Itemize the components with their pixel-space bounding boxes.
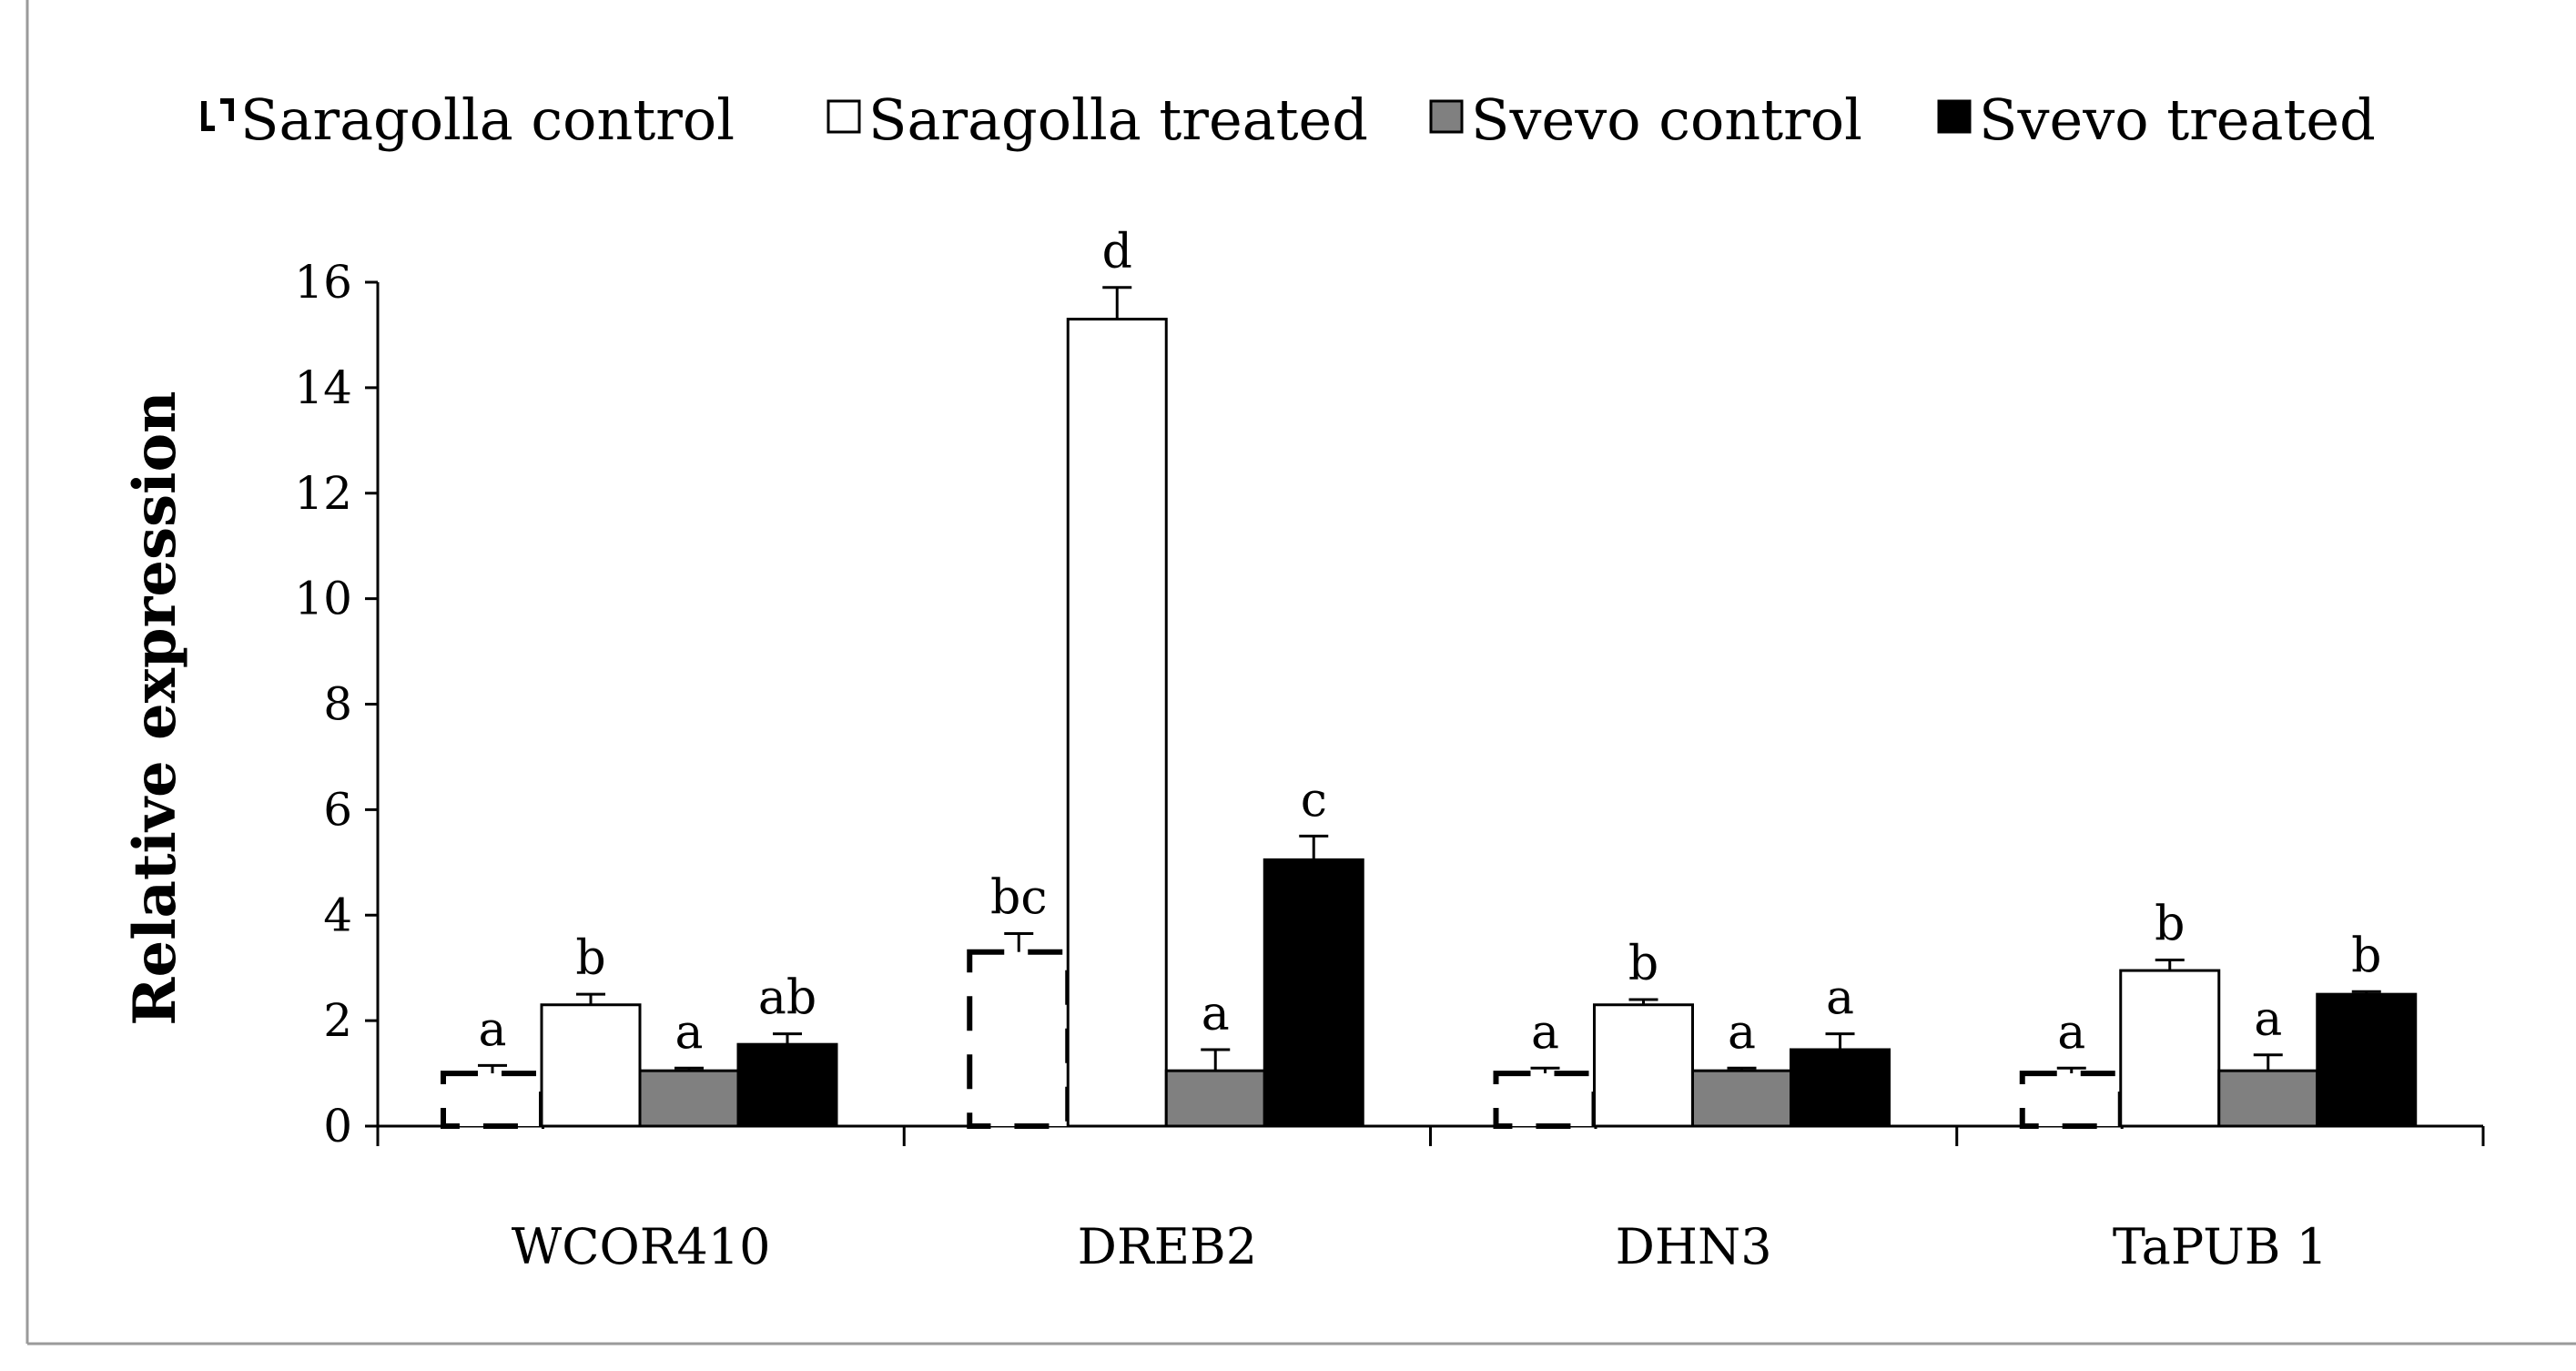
y-axis-label: Relative expression bbox=[121, 391, 189, 1025]
significance-letter: a bbox=[674, 1005, 703, 1060]
bar bbox=[540, 1003, 642, 1128]
y-tick-label: 10 bbox=[294, 573, 352, 625]
significance-letter: a bbox=[478, 1002, 506, 1057]
bar bbox=[1691, 1069, 1792, 1128]
y-tick-label: 4 bbox=[323, 889, 352, 941]
bar bbox=[638, 1069, 740, 1128]
significance-letter: a bbox=[1728, 1005, 1756, 1060]
legend-label: Saragolla control bbox=[240, 86, 735, 153]
bar bbox=[441, 1071, 544, 1129]
significance-letter: a bbox=[2254, 992, 2282, 1047]
bar bbox=[1593, 1003, 1694, 1128]
y-tick-label: 14 bbox=[294, 361, 352, 414]
significance-letter: a bbox=[1826, 971, 1854, 1026]
legend-swatch bbox=[1429, 99, 1464, 134]
significance-letter: b bbox=[575, 931, 605, 986]
bar bbox=[967, 949, 1071, 1130]
significance-letter: a bbox=[1202, 987, 1230, 1041]
bar bbox=[2119, 969, 2221, 1128]
x-category-label: DREB2 bbox=[1078, 1218, 1257, 1275]
y-tick-label: 2 bbox=[323, 994, 352, 1047]
bar bbox=[1493, 1071, 1597, 1129]
legend-label: Svevo control bbox=[1471, 86, 1862, 153]
x-category-label: TaPUB 1 bbox=[2113, 1218, 2328, 1275]
bar bbox=[1263, 858, 1364, 1128]
x-axis: WCOR410 DREB2 DHN3 TaPUB 1 bbox=[376, 1124, 2485, 1275]
bar bbox=[2217, 1069, 2319, 1128]
significance-letter: b bbox=[2351, 929, 2381, 983]
bar bbox=[2316, 992, 2418, 1128]
significance-letter: b bbox=[1628, 937, 1658, 991]
significance-letter: d bbox=[1102, 225, 1132, 279]
bar bbox=[2019, 1071, 2124, 1129]
legend-label: Saragolla treated bbox=[868, 86, 1368, 153]
x-category-label: WCOR410 bbox=[512, 1218, 771, 1275]
significance-letter: a bbox=[2057, 1005, 2085, 1060]
bar bbox=[1790, 1048, 1891, 1128]
bar bbox=[736, 1042, 838, 1128]
legend-swatch bbox=[220, 98, 234, 121]
y-tick-label: 16 bbox=[294, 256, 352, 309]
legend-label: Svevo treated bbox=[1979, 86, 2376, 153]
significance-letter: c bbox=[1301, 773, 1327, 828]
significance-letter: a bbox=[1531, 1005, 1559, 1060]
bar bbox=[1164, 1069, 1266, 1128]
y-tick-label: 6 bbox=[323, 783, 352, 836]
y-tick-label: 8 bbox=[323, 678, 352, 731]
legend-swatch bbox=[201, 101, 215, 131]
significance-letter: b bbox=[2155, 897, 2185, 951]
y-tick-label: 12 bbox=[294, 467, 352, 520]
legend: Saragolla control Saragolla treated Svevo … bbox=[201, 86, 2376, 153]
y-axis: 0 2 4 6 8 10 12 14 16 bbox=[294, 256, 380, 1153]
x-category-label: DHN3 bbox=[1616, 1218, 1772, 1275]
legend-swatch bbox=[827, 99, 861, 134]
significance-letter: ab bbox=[758, 971, 816, 1026]
significance-letter: bc bbox=[990, 871, 1047, 926]
legend-swatch bbox=[1937, 99, 1972, 134]
y-tick-label: 0 bbox=[323, 1100, 352, 1153]
bar bbox=[1066, 318, 1168, 1128]
